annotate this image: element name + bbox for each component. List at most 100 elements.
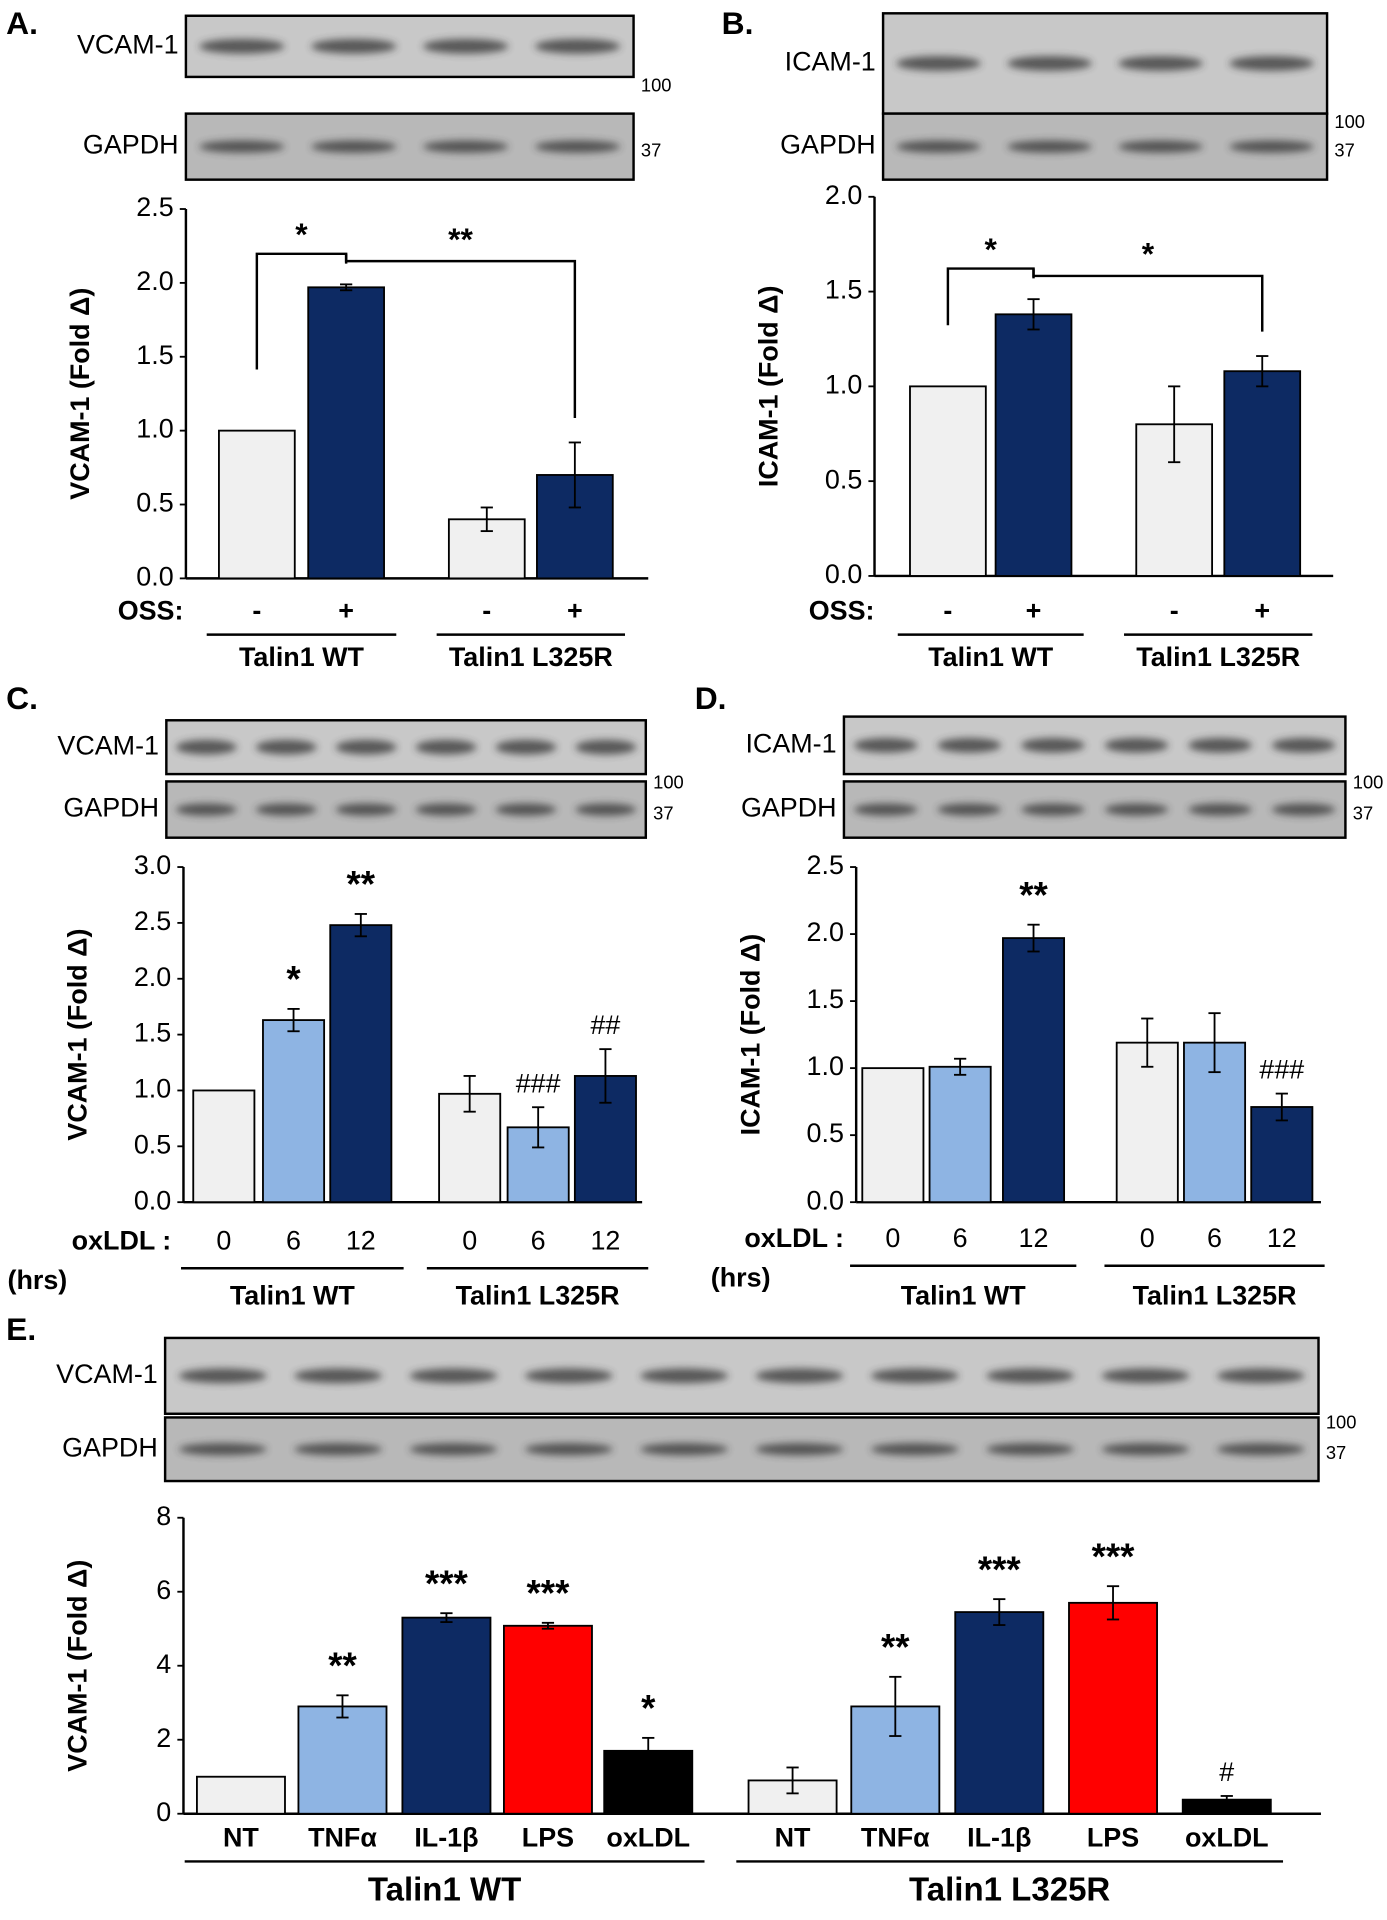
blot-band xyxy=(575,803,637,816)
blot-band xyxy=(415,803,477,816)
blot-band xyxy=(1188,803,1252,816)
x-tick-label: 6 xyxy=(1207,1223,1222,1253)
y-tick-label: 1.5 xyxy=(825,275,862,305)
group-label: Talin1 L325R xyxy=(456,1281,620,1311)
blot-band xyxy=(423,39,509,54)
condition-label: (hrs) xyxy=(711,1262,771,1292)
blot-band xyxy=(1101,1443,1190,1456)
blot-band xyxy=(524,1368,613,1384)
significance-label: * xyxy=(1142,236,1155,272)
x-tick-label: TNFα xyxy=(861,1823,930,1853)
blot-band xyxy=(896,140,981,153)
significance-label: *** xyxy=(1092,1536,1136,1577)
y-tick-label: 2.5 xyxy=(807,850,844,880)
y-axis-label: VCAM-1 (Fold Δ) xyxy=(65,288,95,500)
blot-band xyxy=(1007,56,1092,71)
bar xyxy=(928,1065,992,1204)
y-tick-label: 1.5 xyxy=(807,984,844,1014)
x-tick-label: 0 xyxy=(462,1226,477,1256)
blot-size: 100 xyxy=(653,772,684,793)
x-tick-label: oxLDL xyxy=(1185,1823,1269,1853)
panel-label: D. xyxy=(695,680,727,716)
y-tick-label: 1.0 xyxy=(825,369,862,399)
blot-band xyxy=(640,1368,728,1384)
bar xyxy=(192,1089,256,1204)
significance-label: * xyxy=(295,216,308,252)
y-tick-label: 0.0 xyxy=(136,562,173,592)
bar xyxy=(401,1616,492,1815)
blot-band xyxy=(175,803,237,816)
panel-label: C. xyxy=(6,680,38,716)
group-label: Talin1 WT xyxy=(368,1871,521,1908)
y-tick-label: 1.0 xyxy=(807,1051,844,1081)
x-tick-label: 6 xyxy=(286,1226,301,1256)
blot-band xyxy=(870,1443,959,1456)
group-label: Talin1 WT xyxy=(901,1281,1027,1311)
blot-label: VCAM-1 xyxy=(57,730,159,760)
blot-band xyxy=(175,739,237,755)
y-tick-label: 4 xyxy=(156,1649,171,1679)
x-tick-label: LPS xyxy=(1087,1823,1139,1853)
y-tick-label: 2.5 xyxy=(136,192,173,222)
x-tick-label: - xyxy=(252,596,261,626)
group-label: Talin1 L325R xyxy=(909,1871,1110,1908)
bar xyxy=(218,429,296,580)
x-tick-label: + xyxy=(567,596,583,626)
x-tick-label: 0 xyxy=(885,1223,900,1253)
bar xyxy=(1068,1601,1158,1815)
y-tick-label: 0.5 xyxy=(807,1118,844,1148)
bar xyxy=(954,1611,1045,1815)
bar xyxy=(503,1624,593,1815)
x-tick-label: 12 xyxy=(1019,1223,1049,1253)
blot-size: 100 xyxy=(1334,111,1365,132)
significance-label: ** xyxy=(881,1627,910,1668)
blot-band xyxy=(255,803,317,816)
bar xyxy=(909,385,987,577)
y-tick-label: 0.5 xyxy=(825,464,862,494)
blot-band xyxy=(311,39,397,54)
blot-band xyxy=(1217,1443,1305,1456)
blot-label: GAPDH xyxy=(63,793,159,823)
blot-band xyxy=(640,1443,728,1456)
bar xyxy=(1250,1106,1314,1204)
blot-band xyxy=(409,1443,498,1456)
x-tick-label: 6 xyxy=(953,1223,968,1253)
blot-band xyxy=(495,739,557,755)
y-tick-label: 0.0 xyxy=(807,1185,844,1215)
bar xyxy=(262,1019,326,1204)
significance-label: ** xyxy=(347,864,376,905)
blot-size: 100 xyxy=(1326,1411,1357,1432)
x-tick-label: LPS xyxy=(522,1823,574,1853)
x-tick-label: 0 xyxy=(216,1226,231,1256)
y-tick-label: 6 xyxy=(156,1575,171,1605)
x-tick-label: - xyxy=(482,596,491,626)
blot-band xyxy=(986,1368,1074,1384)
blot-band xyxy=(1104,738,1169,753)
y-tick-label: 1.5 xyxy=(136,340,173,370)
blot-label: GAPDH xyxy=(741,793,837,823)
blot-band xyxy=(1021,803,1085,816)
blot-band xyxy=(937,803,1002,816)
blot xyxy=(165,719,648,776)
x-tick-label: 12 xyxy=(590,1226,620,1256)
blot-band xyxy=(535,140,621,153)
significance-bracket xyxy=(344,253,577,418)
blot-band xyxy=(575,739,637,755)
y-tick-label: 0.0 xyxy=(134,1185,171,1215)
x-tick-label: IL-1β xyxy=(967,1823,1031,1853)
significance-label: ** xyxy=(1019,874,1048,915)
group-label: Talin1 L325R xyxy=(1133,1281,1297,1311)
y-tick-label: 0 xyxy=(156,1797,171,1827)
blot-band xyxy=(853,803,918,816)
bar xyxy=(1002,937,1066,1204)
group-label: Talin1 WT xyxy=(230,1281,356,1311)
blot-band xyxy=(853,738,918,753)
blot-band xyxy=(870,1368,959,1384)
significance-label: *** xyxy=(978,1549,1022,1590)
blot-band xyxy=(896,56,981,71)
blot-band xyxy=(937,738,1002,753)
blot-size: 37 xyxy=(641,139,661,160)
y-tick-label: 8 xyxy=(156,1501,171,1531)
blot-band xyxy=(415,739,477,755)
significance-label: ## xyxy=(590,1010,620,1040)
